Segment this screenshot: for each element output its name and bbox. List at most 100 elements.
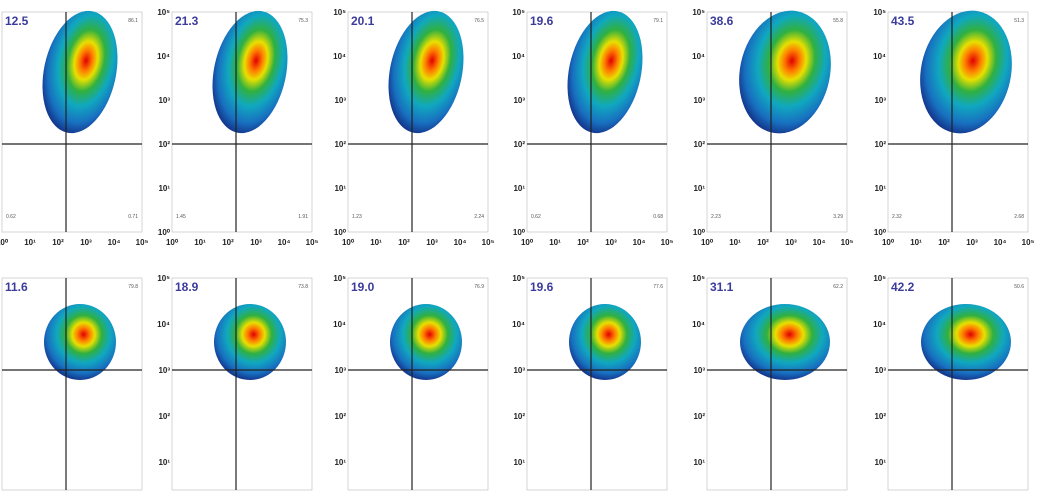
- quadrant-tl: 20.1: [351, 14, 375, 28]
- y-tick-label: 10¹: [513, 458, 525, 467]
- x-tick-label: 10⁴: [633, 238, 646, 247]
- quadrant-tl: 19.6: [530, 14, 554, 28]
- x-tick-label: 10²: [757, 238, 769, 247]
- y-tick-label: 10⁵: [692, 8, 705, 17]
- quadrant-tr: 77.6: [653, 284, 663, 290]
- x-tick-label: 10¹: [194, 238, 206, 247]
- y-tick-label: 10¹: [334, 458, 346, 467]
- y-tick-label: 10¹: [158, 184, 170, 193]
- x-tick-label: 10¹: [24, 238, 36, 247]
- quadrant-tr: 79.8: [128, 284, 138, 290]
- y-tick-label: 10⁵: [157, 8, 170, 17]
- y-tick-label: 10²: [513, 140, 525, 149]
- quadrant-bl: 2.32: [892, 214, 902, 220]
- x-tick-label: 10⁴: [994, 238, 1007, 247]
- quadrant-tl: 38.6: [710, 14, 734, 28]
- y-tick-label: 10⁵: [512, 8, 525, 17]
- quadrant-tr: 79.1: [653, 18, 663, 24]
- density-blob: [739, 10, 831, 134]
- quadrant-tl: 19.0: [351, 280, 375, 294]
- quadrant-bl: 1.23: [352, 214, 362, 220]
- y-tick-label: 10⁴: [157, 52, 170, 61]
- quadrant-tl: 21.3: [175, 14, 199, 28]
- y-tick-label: 10³: [693, 366, 705, 375]
- quadrant-tl: 43.5: [891, 14, 915, 28]
- density-blob: [921, 304, 1011, 380]
- y-tick-label: 10⁰: [874, 228, 887, 237]
- y-tick-label: 10⁴: [333, 52, 346, 61]
- y-tick-label: 10⁰: [334, 228, 347, 237]
- y-tick-label: 10¹: [693, 184, 705, 193]
- x-tick-label: 10²: [52, 238, 64, 247]
- quadrant-br: 3.29: [833, 214, 843, 220]
- x-tick-label: 10³: [785, 238, 797, 247]
- y-tick-label: 10¹: [158, 458, 170, 467]
- y-tick-label: 10¹: [693, 458, 705, 467]
- x-tick-label: 10⁰: [882, 238, 895, 247]
- quadrant-tr: 62.2: [833, 284, 843, 290]
- y-tick-label: 10⁴: [692, 320, 705, 329]
- quadrant-tr: 50.6: [1014, 284, 1024, 290]
- y-tick-label: 10¹: [874, 184, 886, 193]
- x-tick-label: 10⁴: [108, 238, 121, 247]
- y-tick-label: 10³: [334, 366, 346, 375]
- x-tick-label: 10⁴: [454, 238, 467, 247]
- y-tick-label: 10²: [874, 140, 886, 149]
- x-tick-label: 10²: [398, 238, 410, 247]
- quadrant-tr: 76.5: [474, 18, 484, 24]
- x-tick-label: 10⁰: [0, 238, 9, 247]
- x-tick-label: 10²: [577, 238, 589, 247]
- x-tick-label: 10⁰: [521, 238, 534, 247]
- y-tick-label: 10²: [158, 140, 170, 149]
- y-tick-label: 10⁵: [333, 8, 346, 17]
- y-tick-label: 10⁴: [692, 52, 705, 61]
- x-tick-label: 10⁵: [306, 238, 319, 247]
- y-tick-label: 10³: [513, 96, 525, 105]
- density-blob: [390, 304, 462, 380]
- quadrant-br: 2.24: [474, 214, 484, 220]
- x-tick-label: 10³: [426, 238, 438, 247]
- y-tick-label: 10⁰: [0, 228, 1, 237]
- quadrant-tl: 31.1: [710, 280, 734, 294]
- quadrant-bl: 0.62: [6, 214, 16, 220]
- x-tick-label: 10⁵: [482, 238, 495, 247]
- y-tick-label: 10⁴: [157, 320, 170, 329]
- y-tick-label: 10²: [513, 412, 525, 421]
- y-tick-label: 10³: [693, 96, 705, 105]
- y-tick-label: 10²: [874, 412, 886, 421]
- y-tick-label: 10⁵: [873, 8, 886, 17]
- x-tick-label: 10⁰: [701, 238, 714, 247]
- density-blob: [388, 10, 464, 134]
- quadrant-tl: 18.9: [175, 280, 199, 294]
- x-tick-label: 10⁵: [136, 238, 149, 247]
- x-tick-label: 10⁴: [278, 238, 291, 247]
- x-tick-label: 10⁰: [342, 238, 355, 247]
- x-tick-label: 10²: [222, 238, 234, 247]
- quadrant-br: 0.68: [653, 214, 663, 220]
- y-tick-label: 10²: [158, 412, 170, 421]
- quadrant-tl: 19.6: [530, 280, 554, 294]
- y-tick-label: 10³: [874, 96, 886, 105]
- quadrant-tr: 73.8: [298, 284, 308, 290]
- y-tick-label: 10⁴: [333, 320, 346, 329]
- y-tick-label: 10²: [334, 140, 346, 149]
- y-tick-label: 10⁵: [157, 274, 170, 283]
- x-tick-label: 10³: [966, 238, 978, 247]
- quadrant-bl: 0.62: [531, 214, 541, 220]
- density-blob: [569, 304, 641, 380]
- y-tick-label: 10³: [513, 366, 525, 375]
- y-tick-label: 10⁴: [873, 320, 886, 329]
- y-tick-label: 10⁵: [692, 274, 705, 283]
- x-tick-label: 10¹: [549, 238, 561, 247]
- x-tick-label: 10¹: [729, 238, 741, 247]
- y-tick-label: 10⁰: [158, 228, 171, 237]
- quadrant-tl: 11.6: [5, 280, 28, 294]
- density-blob: [740, 304, 830, 380]
- y-tick-label: 10⁴: [873, 52, 886, 61]
- y-tick-label: 10³: [158, 366, 170, 375]
- y-tick-label: 10⁵: [333, 274, 346, 283]
- density-blob: [920, 10, 1012, 134]
- y-tick-label: 10⁴: [512, 52, 525, 61]
